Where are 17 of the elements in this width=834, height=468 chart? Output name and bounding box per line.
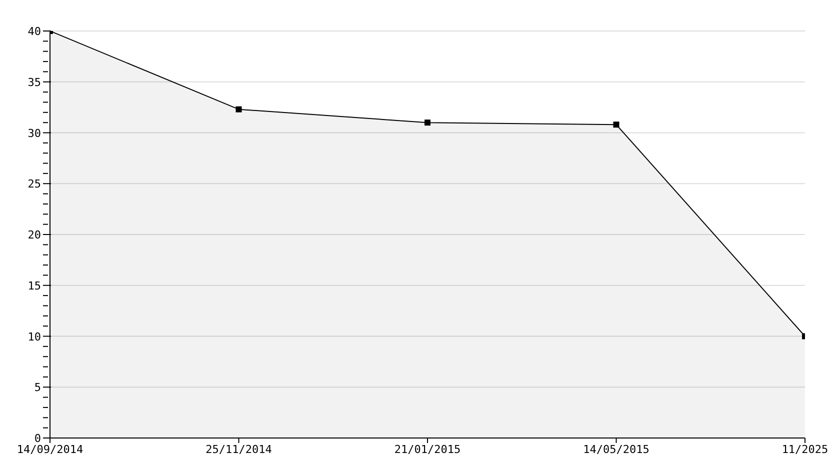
point bbox=[613, 122, 620, 128]
x-tick-label: 14/09/2014 bbox=[16, 442, 84, 456]
y-tick-label: 25 bbox=[28, 178, 41, 191]
x-tick-label: 21/01/2015 bbox=[394, 442, 461, 456]
x-tick-label: 11/2025 bbox=[782, 442, 828, 456]
y-tick-label: 5 bbox=[34, 381, 41, 394]
y-tick-label: 15 bbox=[28, 279, 41, 292]
x-tick-label: 14/05/2015 bbox=[583, 442, 650, 456]
y-tick-label: 30 bbox=[28, 126, 41, 140]
y-tick-label: 40 bbox=[28, 25, 41, 38]
y-tick-label: 10 bbox=[28, 330, 41, 344]
point bbox=[424, 120, 430, 126]
x-tick-label: 25/11/2014 bbox=[206, 442, 272, 456]
y-tick-label: 0 bbox=[34, 432, 41, 445]
point bbox=[236, 106, 242, 112]
y-tick-label: 35 bbox=[28, 76, 41, 89]
y-tick-label: 20 bbox=[28, 228, 41, 242]
